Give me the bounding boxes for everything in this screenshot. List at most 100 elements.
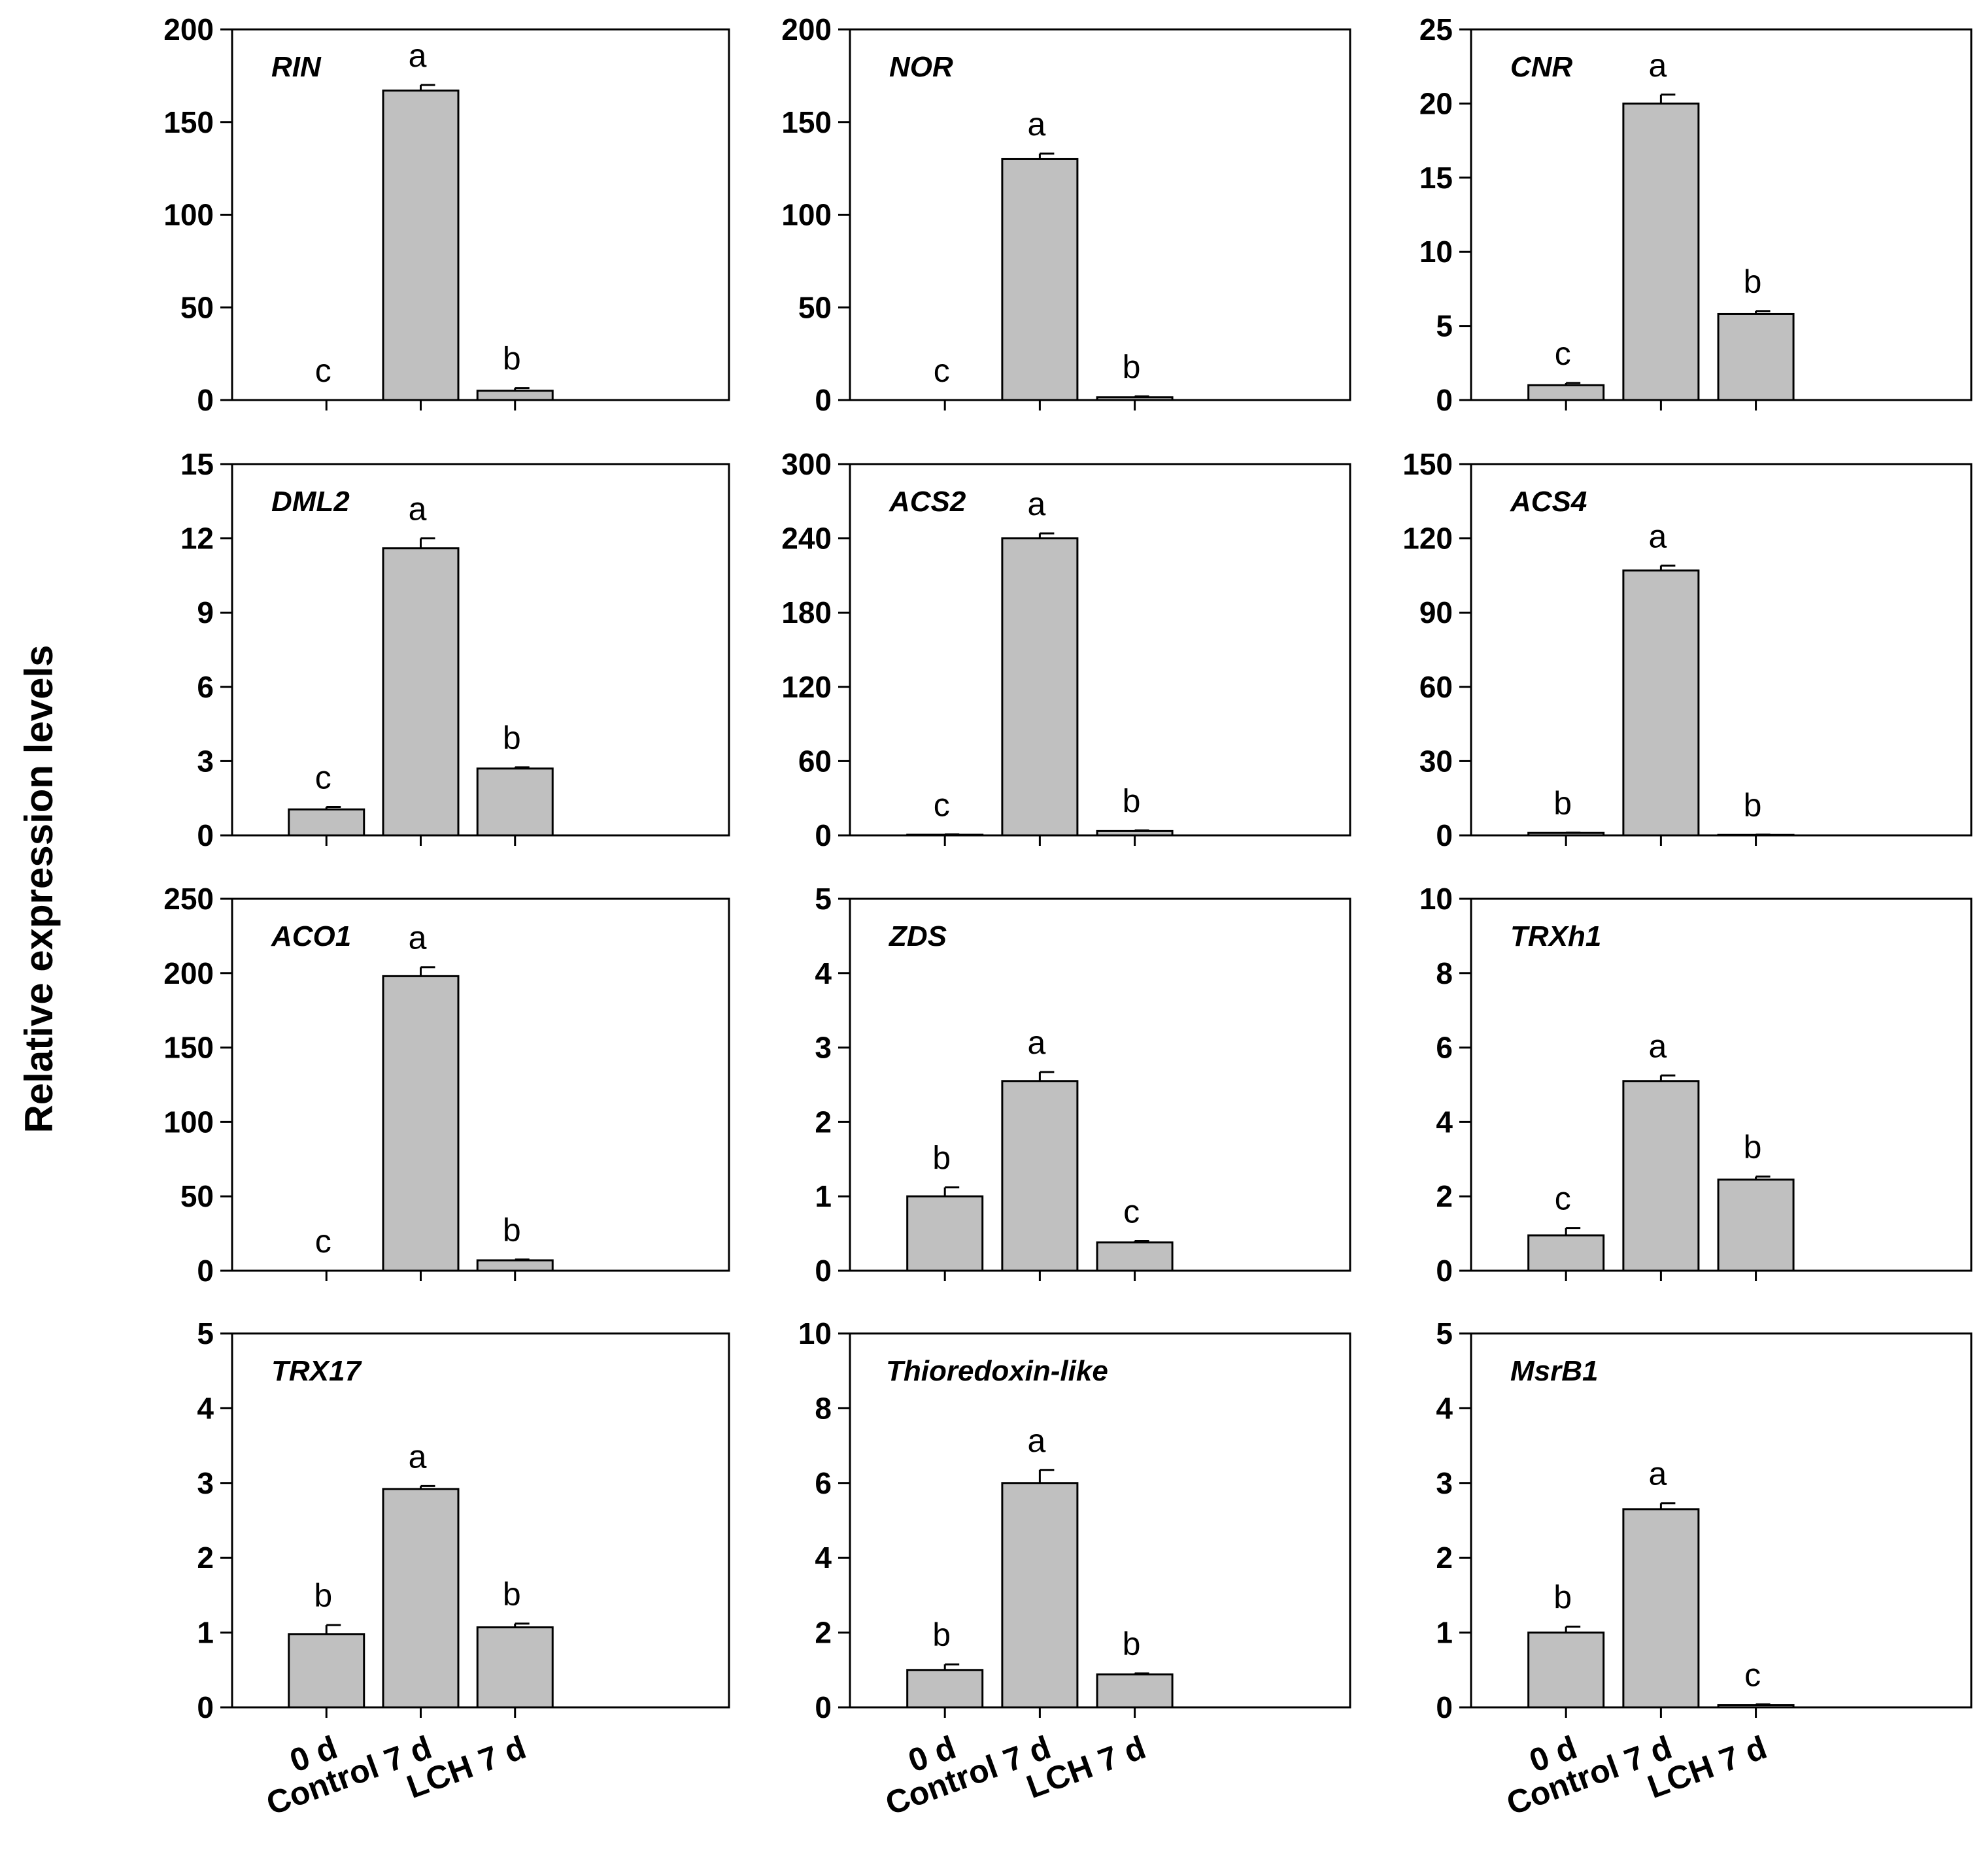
y-tick-label: 0 — [1436, 818, 1453, 852]
y-tick-label: 10 — [1419, 882, 1453, 916]
y-tick-label: 1 — [815, 1179, 832, 1213]
bar-control-7-d — [1001, 1080, 1079, 1272]
bar-control-7-d — [1001, 1482, 1079, 1709]
y-tick-label: 5 — [197, 1316, 214, 1350]
significance-letter: a — [409, 491, 427, 528]
y-tick-label: 200 — [163, 956, 214, 990]
significance-letter: a — [1027, 106, 1045, 142]
y-tick-label: 0 — [197, 818, 214, 852]
y-tick-label: 120 — [781, 670, 832, 704]
significance-letter: c — [1123, 1193, 1140, 1230]
bar-0-d — [906, 1195, 984, 1272]
y-tick-label: 0 — [815, 818, 832, 852]
y-tick-label: 5 — [1436, 309, 1453, 343]
bar-lch-7-d — [1717, 1179, 1795, 1272]
y-tick-label: 150 — [781, 105, 832, 139]
y-tick-label: 4 — [197, 1391, 214, 1425]
y-tick-label: 6 — [1436, 1031, 1453, 1065]
significance-letter: b — [932, 1140, 951, 1177]
significance-letter: a — [1648, 518, 1667, 554]
gene-label: ACO1 — [271, 920, 351, 952]
significance-letter: c — [315, 759, 331, 796]
bar-lch-7-d — [476, 390, 554, 401]
panel-dml2: 0 3 6 9 12 15 DML2 c a b — [180, 447, 730, 852]
significance-letter: c — [1744, 1656, 1761, 1693]
gene-label: ACS4 — [1510, 486, 1587, 518]
y-tick-label: 3 — [197, 744, 214, 778]
y-tick-label: 0 — [1436, 1254, 1453, 1288]
bar-lch-7-d — [476, 1626, 554, 1709]
y-tick-label: 10 — [798, 1316, 832, 1350]
gene-label: DML2 — [271, 486, 350, 518]
bar-0-d — [1527, 384, 1605, 401]
y-tick-label: 2 — [815, 1105, 832, 1139]
significance-letter: a — [1648, 47, 1667, 84]
y-tick-label: 90 — [1419, 595, 1453, 629]
significance-letter: a — [409, 920, 427, 956]
bar-lch-7-d — [476, 767, 554, 837]
y-tick-label: 6 — [197, 670, 214, 704]
gene-label: NOR — [889, 51, 953, 83]
panels-grid: 050100150200RINcab050100150200NORcab0510… — [163, 12, 1973, 1822]
y-tick-label: 200 — [163, 12, 214, 46]
y-tick-label: 240 — [781, 522, 832, 556]
y-tick-label: 200 — [781, 12, 832, 46]
y-tick-label: 150 — [163, 105, 214, 139]
y-tick-label: 60 — [1419, 670, 1453, 704]
significance-letter: a — [1027, 1024, 1045, 1061]
y-tick-label: 2 — [197, 1541, 214, 1575]
bar-0-d — [1527, 1234, 1605, 1272]
y-tick-label: 0 — [815, 1254, 832, 1288]
y-tick-label: 0 — [197, 383, 214, 417]
significance-letter: b — [1123, 348, 1141, 385]
y-tick-label: 0 — [197, 1690, 214, 1724]
gene-label: TRX17 — [271, 1355, 362, 1387]
y-tick-label: 5 — [815, 882, 832, 916]
y-tick-label: 4 — [1436, 1105, 1453, 1139]
y-axis-label: Relative expression levels — [17, 645, 61, 1133]
bar-0-d — [288, 1633, 365, 1709]
y-tick-label: 100 — [163, 198, 214, 232]
significance-letter: b — [932, 1616, 951, 1653]
gene-label: CNR — [1510, 51, 1573, 83]
significance-letter: c — [934, 352, 950, 389]
y-tick-label: 4 — [1436, 1391, 1453, 1425]
y-tick-label: 120 — [1402, 522, 1453, 556]
panel-frame — [849, 28, 1351, 401]
significance-letter: b — [1744, 787, 1762, 824]
gene-label: Thioredoxin-like — [886, 1355, 1108, 1387]
y-tick-label: 15 — [180, 447, 214, 481]
y-tick-label: 3 — [197, 1466, 214, 1500]
gene-label: RIN — [271, 51, 322, 83]
panel-zds: 0 1 2 3 4 5 ZDS b a c — [815, 882, 1351, 1288]
y-tick-label: 15 — [1419, 161, 1453, 195]
significance-letter: a — [1027, 1422, 1045, 1459]
bar-lch-7-d — [1096, 1673, 1174, 1709]
panel-cnr: 0 5 10 15 20 25 CNR c a b — [1419, 12, 1973, 417]
bar-control-7-d — [382, 1488, 460, 1709]
bar-lch-7-d — [1717, 312, 1795, 401]
significance-letter: c — [934, 786, 950, 823]
y-tick-label: 5 — [1436, 1316, 1453, 1350]
bar-control-7-d — [1622, 1080, 1700, 1272]
bar-lch-7-d — [1096, 829, 1174, 837]
y-tick-label: 2 — [815, 1616, 832, 1650]
bar-control-7-d — [1622, 569, 1700, 837]
panel-acs2: 0 60 120 180 240 300 ACS2 c a b — [781, 447, 1351, 852]
y-tick-label: 300 — [781, 447, 832, 481]
panel-rin: 0 50 100 150 200 RIN c a b — [163, 12, 730, 417]
y-tick-label: 12 — [180, 522, 214, 556]
significance-letter: b — [314, 1577, 332, 1614]
significance-letter: b — [1744, 1129, 1762, 1165]
y-tick-label: 0 — [1436, 383, 1453, 417]
bar-0-d — [906, 1669, 984, 1709]
y-tick-label: 1 — [197, 1616, 214, 1650]
y-tick-label: 3 — [1436, 1466, 1453, 1500]
bar-0-d — [1527, 1632, 1605, 1709]
bar-control-7-d — [382, 547, 460, 837]
y-tick-label: 8 — [1436, 956, 1453, 990]
panel-frame — [231, 28, 730, 401]
y-tick-label: 250 — [163, 882, 214, 916]
